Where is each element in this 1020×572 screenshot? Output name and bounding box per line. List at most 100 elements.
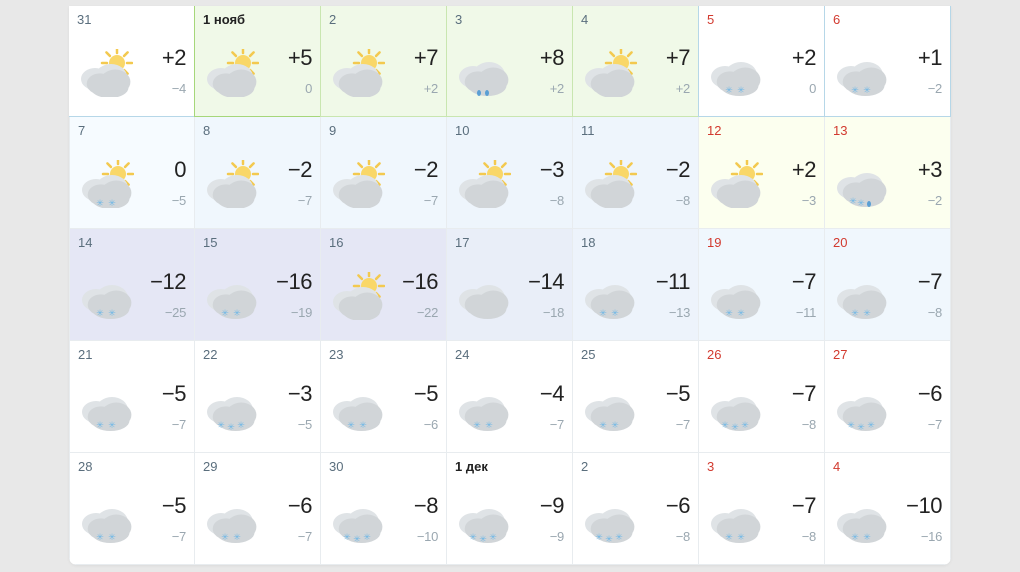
weather-calendar: 31 +2 −4 1 нояб [69,6,951,565]
day-cell[interactable]: 13 ✳✳ +3 −2 [825,117,951,229]
cloud-snow-icon: ✳✳ [581,272,637,316]
temp-high: −7 [768,493,816,519]
day-cell[interactable]: 1 нояб +5 0 [194,6,321,117]
cloud-snow-icon: ✳✳ [329,384,385,428]
svg-text:✳: ✳ [857,422,865,432]
day-date: 7 [78,123,186,138]
day-cell[interactable]: 26 ✳✳✳ −7 −8 [699,341,825,453]
day-temps: −8 −10 [390,493,438,544]
day-cell[interactable]: 4 ✳✳ −10 −16 [825,453,951,565]
temp-low: −4 [138,81,186,96]
day-date: 26 [707,347,816,362]
day-date: 15 [203,235,312,250]
day-cell[interactable]: 8 −2 −7 [195,117,321,229]
svg-text:✳: ✳ [221,532,229,542]
partly-sunny-icon [329,160,385,204]
day-cell[interactable]: 19 ✳✳ −7 −11 [699,229,825,341]
day-date: 25 [581,347,690,362]
day-cell[interactable]: 25 ✳✳ −5 −7 [573,341,699,453]
day-cell[interactable]: 2 +7 +2 [320,6,447,117]
partly-sunny-snow-icon: ✳✳ [78,160,134,204]
day-cell[interactable]: 12 +2 −3 [699,117,825,229]
day-cell[interactable]: 14 ✳✳ −12 −25 [69,229,195,341]
day-cell[interactable]: 27 ✳✳✳ −6 −7 [825,341,951,453]
day-cell[interactable]: 4 +7 +2 [572,6,699,117]
svg-text:✳: ✳ [473,420,481,430]
day-cell[interactable]: 3 ✳✳ −7 −8 [699,453,825,565]
svg-text:✳: ✳ [363,532,371,542]
day-body: ✳✳✳ −3 −5 [203,364,312,448]
svg-text:✳: ✳ [611,420,619,430]
day-date: 20 [833,235,942,250]
temp-high: 0 [138,157,186,183]
svg-text:✳: ✳ [737,532,745,542]
day-date: 4 [581,12,690,27]
day-cell[interactable]: 20 ✳✳ −7 −8 [825,229,951,341]
temp-high: −8 [390,493,438,519]
day-cell[interactable]: 30 ✳✳✳ −8 −10 [321,453,447,565]
day-cell[interactable]: 23 ✳✳ −5 −6 [321,341,447,453]
day-date: 22 [203,347,312,362]
day-cell[interactable]: 31 +2 −4 [69,6,195,117]
temp-low: −7 [138,417,186,432]
temp-low: −8 [894,305,942,320]
temp-low: +2 [390,81,438,96]
svg-text:✳: ✳ [108,198,116,208]
day-cell[interactable]: 17 −14 −18 [447,229,573,341]
svg-text:✳: ✳ [96,198,104,208]
day-cell[interactable]: 24 ✳✳ −4 −7 [447,341,573,453]
day-cell[interactable]: 11 −2 −8 [573,117,699,229]
day-body: ✳✳✳ −6 −8 [581,476,690,560]
temp-high: −16 [390,269,438,295]
day-cell[interactable]: 10 −3 −8 [447,117,573,229]
day-cell[interactable]: 7 ✳✳ 0 −5 [69,117,195,229]
cloud-snow-icon: ✳✳ [203,496,259,540]
day-cell[interactable]: 22 ✳✳✳ −3 −5 [195,341,321,453]
svg-text:✳: ✳ [237,420,245,430]
cloud-snow-icon: ✳✳ [78,384,134,428]
day-cell[interactable]: 1 дек ✳✳✳ −9 −9 [447,453,573,565]
partly-sunny-icon [203,49,259,93]
day-cell[interactable]: 29 ✳✳ −6 −7 [195,453,321,565]
day-cell[interactable]: 9 −2 −7 [321,117,447,229]
svg-text:✳: ✳ [343,532,351,542]
day-cell[interactable]: 28 ✳✳ −5 −7 [69,453,195,565]
day-date: 27 [833,347,942,362]
day-body: ✳✳ −5 −6 [329,364,438,448]
temp-low: −22 [390,305,438,320]
temp-low: −2 [894,81,942,96]
temp-low: −10 [390,529,438,544]
day-cell[interactable]: 3 +8 +2 [446,6,573,117]
day-temps: −10 −16 [894,493,942,544]
day-temps: −2 −7 [264,157,312,208]
day-cell[interactable]: 6 ✳✳ +1 −2 [824,6,951,117]
temp-low: −9 [516,529,564,544]
day-date: 4 [833,459,942,474]
day-body: ✳✳ −5 −7 [78,476,186,560]
day-cell[interactable]: 5 ✳✳ +2 0 [698,6,825,117]
partly-sunny-icon [581,49,637,93]
day-temps: +2 −4 [138,45,186,96]
temp-low: 0 [264,81,312,96]
day-cell[interactable]: 16 −16 −22 [321,229,447,341]
day-cell[interactable]: 21 ✳✳ −5 −7 [69,341,195,453]
temp-high: −5 [390,381,438,407]
day-cell[interactable]: 15 ✳✳ −16 −19 [195,229,321,341]
day-temps: −12 −25 [138,269,186,320]
temp-low: +2 [642,81,690,96]
svg-text:✳: ✳ [857,198,865,208]
cloud-heavy-snow-icon: ✳✳✳ [833,384,889,428]
day-temps: −7 −8 [768,493,816,544]
day-body: −14 −18 [455,252,564,336]
day-body: −3 −8 [455,140,564,224]
day-date: 2 [581,459,690,474]
cloud-heavy-snow-icon: ✳✳✳ [329,496,385,540]
temp-high: +7 [390,45,438,71]
temp-low: −8 [768,529,816,544]
svg-text:✳: ✳ [221,308,229,318]
cloud-snow-icon: ✳✳ [833,496,889,540]
day-cell[interactable]: 18 ✳✳ −11 −13 [573,229,699,341]
temp-high: −7 [768,381,816,407]
day-temps: −7 −8 [894,269,942,320]
day-cell[interactable]: 2 ✳✳✳ −6 −8 [573,453,699,565]
